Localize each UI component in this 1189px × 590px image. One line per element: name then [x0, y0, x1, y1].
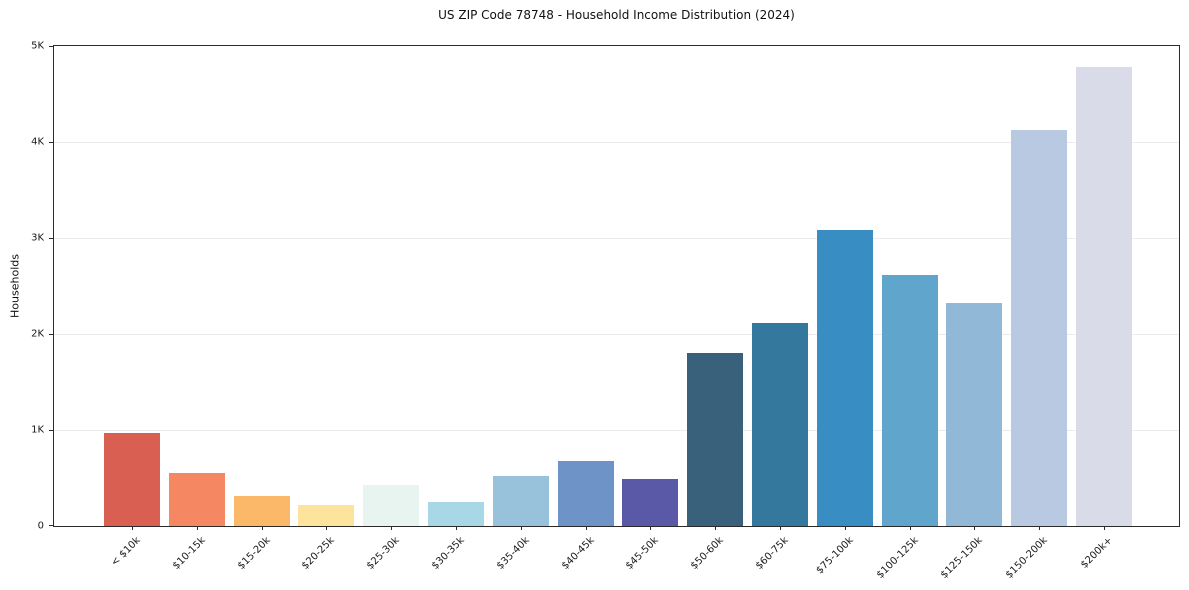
x-tick-mark — [261, 526, 263, 530]
x-tick-label: $125-150k — [939, 535, 986, 581]
x-tick-mark — [974, 526, 976, 530]
y-tick-mark — [49, 142, 53, 143]
bar-125-150k — [946, 302, 1003, 526]
x-tick-label: $100-125k — [874, 535, 921, 581]
y-axis-label: Households — [8, 254, 22, 318]
y-tick-mark — [49, 238, 53, 239]
y-tick-mark — [49, 525, 53, 526]
plot-area: 0 1K 2K 3K 4K 5K < $10k $10-15k $15-20k $20-25k $2… — [31, 41, 1180, 581]
chart-title: US ZIP Code 78748 - Household Income Dis… — [438, 8, 795, 22]
x-tick-label: $50-60k — [689, 535, 726, 572]
y-tick-label: 0 — [37, 520, 44, 532]
bar-10-15k — [168, 473, 225, 526]
x-tick-label: $200k+ — [1078, 535, 1115, 571]
bar-45-50k — [622, 478, 679, 526]
bar-60-75k — [752, 323, 808, 526]
bar-30-35k — [428, 502, 484, 526]
y-tick-label: 5K — [31, 40, 44, 52]
x-tick-mark — [456, 526, 457, 530]
x-tick-label: $20-25k — [300, 535, 338, 572]
gridline — [54, 429, 1179, 431]
gridline — [54, 237, 1179, 239]
x-tick-mark — [196, 526, 198, 530]
y-tick-label: 4K — [31, 136, 44, 148]
x-tick-mark — [391, 526, 393, 530]
gridline — [54, 333, 1179, 335]
bar-100-125k — [881, 275, 938, 526]
x-tick-label: $25-30k — [365, 535, 402, 572]
x-tick-mark — [1104, 526, 1105, 530]
bar-150-200k — [1011, 129, 1068, 526]
y-tick-label: 3K — [31, 232, 44, 244]
x-tick-label: < $10k — [109, 535, 143, 569]
x-tick-mark — [520, 526, 522, 530]
gridline — [54, 141, 1179, 143]
x-tick-mark — [780, 526, 781, 530]
x-tick-label: $45-50k — [624, 535, 662, 572]
x-tick-label: $10-15k — [170, 535, 208, 572]
y-tick-mark — [49, 430, 53, 431]
bar-35-40k — [492, 475, 549, 526]
x-tick-mark — [650, 526, 652, 530]
x-tick-label: $15-20k — [235, 535, 273, 572]
x-tick-mark — [132, 526, 133, 530]
x-tick-label: $150-200k — [1004, 535, 1050, 581]
x-tick-mark — [585, 526, 587, 530]
x-tick-label: $30-35k — [429, 535, 467, 572]
x-tick-mark — [1039, 526, 1041, 530]
bar-50-60k — [687, 353, 744, 526]
x-tick-mark — [326, 526, 328, 530]
bar-40-45k — [557, 460, 614, 526]
x-tick-label: $35-40k — [494, 535, 532, 572]
bar-10k — [104, 433, 160, 526]
bar-15-20k — [233, 495, 290, 526]
x-tick-mark — [909, 526, 911, 530]
y-tick-mark — [49, 46, 53, 47]
x-tick-mark — [715, 526, 717, 530]
x-tick-label: $60-75k — [753, 535, 791, 572]
bar-200k — [1076, 66, 1132, 526]
bar-20-25k — [298, 504, 355, 526]
bar-25-30k — [363, 484, 420, 526]
y-tick-mark — [49, 334, 53, 335]
x-tick-label: $75-100k — [814, 535, 856, 577]
bar-75-100k — [816, 229, 873, 526]
y-tick-label: 1K — [31, 424, 44, 436]
y-tick-label: 2K — [31, 328, 44, 340]
x-tick-label: $40-45k — [559, 535, 597, 572]
x-tick-mark — [844, 526, 846, 530]
